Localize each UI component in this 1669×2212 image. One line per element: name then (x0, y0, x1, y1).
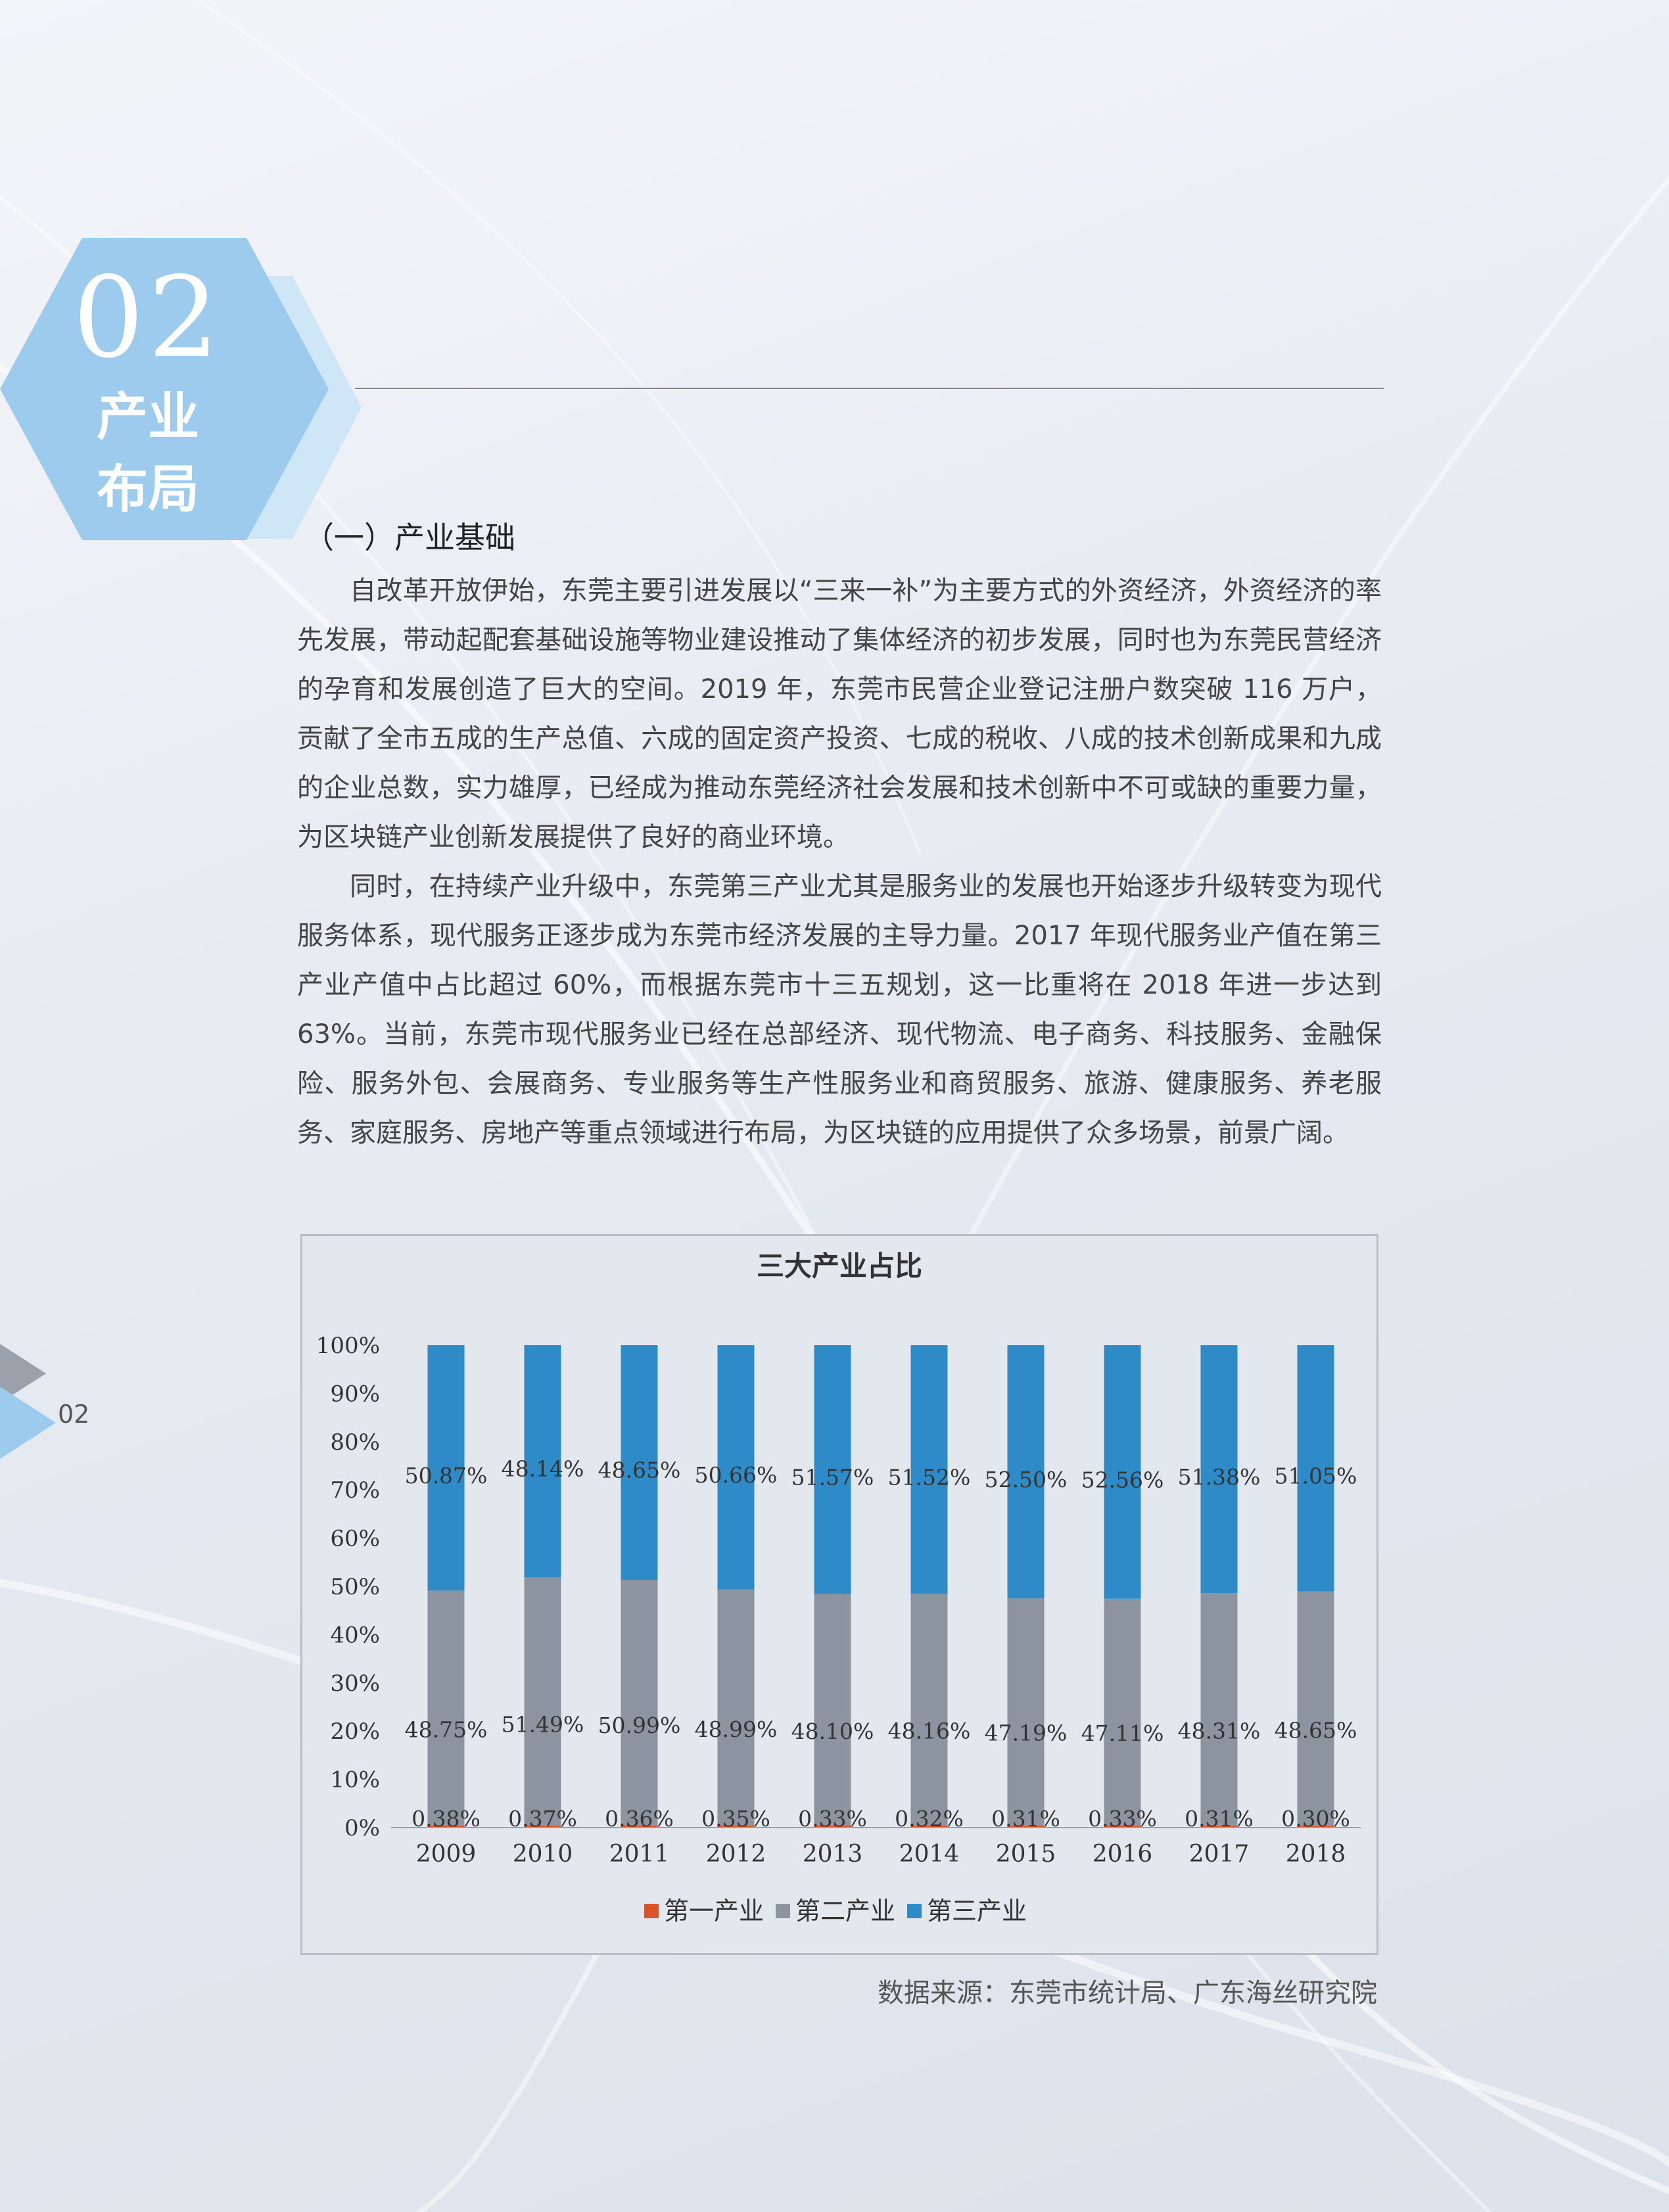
section-heading: （一）产业基础 (304, 520, 515, 555)
data-label: 51.57% (791, 1465, 874, 1490)
bar-segment (524, 1826, 561, 1828)
page-number: 02 (58, 1400, 90, 1429)
data-label: 51.49% (502, 1711, 584, 1737)
data-label: 48.75% (405, 1717, 488, 1743)
x-tick-label: 2012 (706, 1841, 766, 1868)
paragraph-1: 自改革开放伊始，东莞主要引进发展以“三来一补”为主要方式的外资经济，外资经济的率… (297, 576, 1382, 852)
badge-title-line1: 产业 (96, 388, 199, 447)
x-tick-label: 2017 (1189, 1841, 1250, 1868)
data-label: 50.66% (695, 1462, 778, 1488)
bar-segment (1200, 1345, 1238, 1594)
bar-segment (1104, 1598, 1141, 1826)
y-axis: 0% 10% 20% 30% 40% 50% 60% 70% 80% 90% 100% (316, 1333, 380, 1841)
bar-segment (621, 1345, 658, 1580)
data-label: 51.05% (1275, 1463, 1357, 1489)
y-tick-label: 10% (330, 1767, 380, 1793)
bar-segment (1200, 1826, 1238, 1828)
bar-segment (910, 1594, 948, 1826)
y-tick-label: 30% (330, 1671, 380, 1697)
data-label: 47.19% (985, 1720, 1068, 1746)
bar-segment (621, 1826, 658, 1828)
badge-hexagon (0, 238, 329, 540)
bar-segment (1007, 1345, 1045, 1599)
badge-title-line2: 布局 (96, 460, 199, 519)
industry-share-chart: 三大产业占比 0% 10% 20% 30% 40% 50% 60% 70% 80% 90% 100%… (300, 1234, 1378, 1955)
data-label: 50.87% (405, 1463, 488, 1488)
bar-segment (1007, 1826, 1045, 1828)
x-tick-label: 2018 (1286, 1841, 1346, 1868)
bar-segment (1297, 1345, 1334, 1592)
y-tick-label: 20% (330, 1718, 380, 1745)
bar-segment (1104, 1826, 1141, 1828)
legend: 第一产业 第二产业 第三产业 (644, 1897, 1027, 1925)
legend-swatch (776, 1904, 790, 1918)
x-tick-label: 2010 (513, 1841, 573, 1868)
chart-canvas: 三大产业占比 0% 10% 20% 30% 40% 50% 60% 70% 80% 90% 100%… (316, 1250, 1361, 1925)
y-tick-label: 100% (316, 1333, 380, 1359)
bar-segment (717, 1345, 755, 1590)
bar-segment (1007, 1598, 1045, 1826)
data-label: 48.65% (1275, 1717, 1357, 1743)
y-tick-label: 0% (344, 1815, 380, 1841)
x-tick-label: 2015 (996, 1841, 1056, 1868)
y-tick-label: 40% (330, 1622, 380, 1648)
data-label: 52.50% (985, 1467, 1068, 1492)
data-label: 48.16% (888, 1718, 971, 1744)
data-source-note: 数据来源：东莞市统计局、广东海丝研究院 (878, 1978, 1377, 2008)
bars (427, 1345, 1334, 1828)
bar-segment (814, 1826, 851, 1828)
legend-swatch (907, 1904, 922, 1918)
x-tick-label: 2014 (899, 1841, 960, 1868)
y-tick-label: 50% (330, 1574, 380, 1600)
x-tick-label: 2011 (609, 1841, 670, 1868)
bar-segment (1104, 1345, 1141, 1599)
data-labels: 0.38%48.75%50.87%0.37%51.49%48.14%0.36%5… (405, 1456, 1357, 1832)
bar-segment (427, 1345, 465, 1591)
y-tick-label: 80% (330, 1429, 380, 1456)
x-tick-label: 2013 (803, 1841, 863, 1868)
bar-segment (621, 1580, 658, 1826)
data-label: 48.31% (1178, 1718, 1261, 1743)
bar-segment (910, 1826, 948, 1828)
data-label: 50.99% (598, 1713, 681, 1738)
bar-segment (717, 1826, 755, 1828)
legend-swatch (644, 1904, 659, 1918)
bar-segment (524, 1345, 561, 1578)
bar-segment (1297, 1826, 1334, 1828)
data-label: 48.99% (695, 1717, 778, 1742)
data-label: 52.56% (1081, 1467, 1164, 1492)
y-tick-label: 90% (330, 1381, 380, 1407)
paragraph-2: 同时，在持续产业升级中，东莞第三产业尤其是服务业的发展也开始逐步升级转变为现代服… (297, 871, 1382, 1148)
bar-segment (910, 1345, 948, 1594)
bar-segment (427, 1590, 465, 1826)
legend-label: 第三产业 (927, 1897, 1027, 1925)
data-label: 47.11% (1081, 1720, 1164, 1746)
data-label: 51.38% (1178, 1464, 1261, 1490)
header-divider (355, 388, 1384, 389)
chart-title: 三大产业占比 (757, 1250, 922, 1282)
x-tick-label: 2009 (416, 1841, 477, 1868)
bar-segment (1200, 1593, 1238, 1826)
bar-segment (717, 1589, 755, 1826)
bar-segment (427, 1826, 465, 1828)
y-tick-label: 60% (330, 1526, 380, 1552)
data-label: 48.10% (791, 1718, 874, 1744)
bar-segment (814, 1345, 851, 1594)
data-label: 48.14% (502, 1456, 584, 1481)
data-label: 51.52% (888, 1464, 971, 1490)
x-axis: 2009 2010 2011 2012 2013 2014 2015 2016 2017 2018 (391, 1827, 1361, 1868)
bar-segment (1297, 1591, 1334, 1826)
legend-label: 第一产业 (664, 1897, 764, 1925)
data-label: 48.65% (598, 1457, 681, 1483)
badge-number: 02 (72, 253, 223, 383)
y-tick-label: 70% (330, 1477, 380, 1504)
bar-segment (524, 1577, 561, 1826)
bar-segment (814, 1594, 851, 1826)
x-tick-label: 2016 (1093, 1841, 1153, 1868)
legend-label: 第二产业 (795, 1897, 895, 1925)
